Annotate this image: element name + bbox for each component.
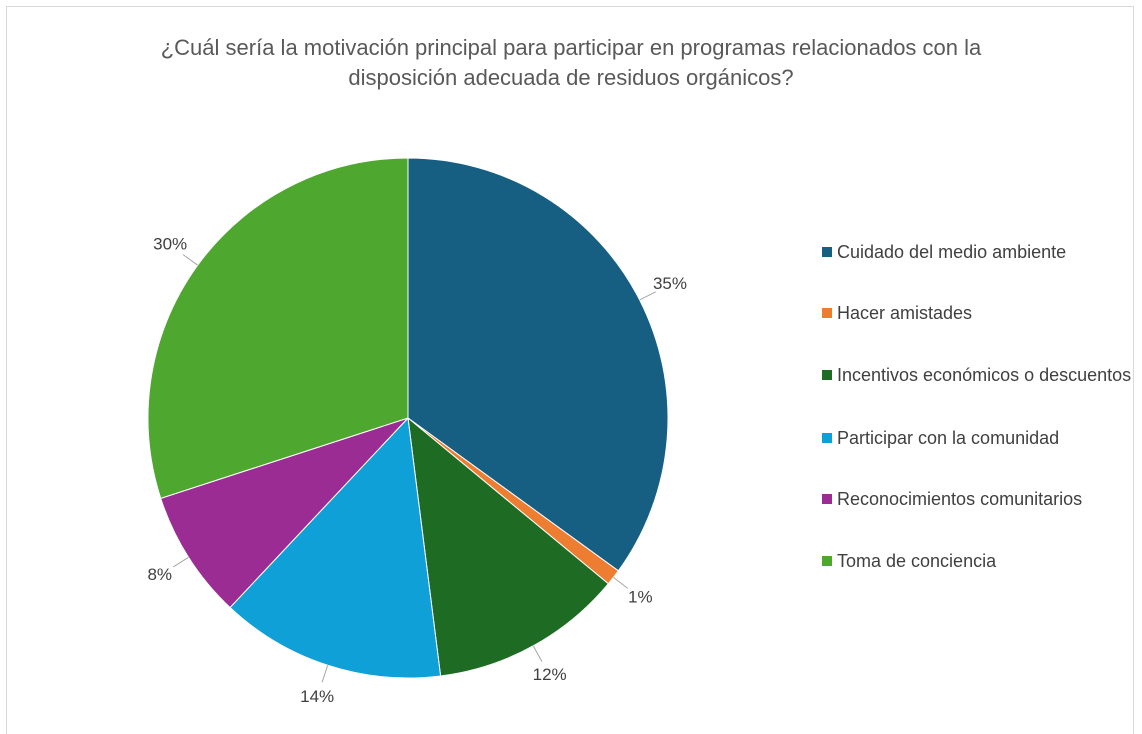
legend-item: Incentivos económicos o descuentos (822, 364, 1132, 386)
data-label: 12% (533, 665, 567, 684)
legend-swatch (822, 308, 832, 318)
chart-title: ¿Cuál sería la motivación principal para… (160, 35, 982, 90)
legend-swatch (822, 494, 832, 504)
legend-label: Participar con la comunidad (837, 428, 1060, 448)
legend-item: Hacer amistades (822, 302, 1132, 324)
legend-label: Incentivos económicos o descuentos (837, 365, 1132, 385)
data-label: 8% (147, 565, 172, 584)
legend-swatch (822, 433, 832, 443)
data-label: 1% (628, 588, 653, 607)
leader-line (173, 556, 189, 568)
leader-line (321, 665, 329, 683)
data-label: 30% (153, 235, 187, 254)
pie-slice (147, 157, 409, 499)
legend-item: Toma de conciencia (822, 550, 1132, 572)
legend-label: Reconocimientos comunitarios (837, 489, 1083, 509)
legend-label: Cuidado del medio ambiente (837, 242, 1067, 262)
data-label: 35% (653, 274, 687, 293)
legend-label: Toma de conciencia (837, 551, 997, 571)
legend-item: Cuidado del medio ambiente (822, 241, 1132, 263)
leader-line (532, 645, 543, 662)
legend-label: Hacer amistades (837, 303, 973, 323)
leader-line (639, 291, 656, 301)
legend-item: Reconocimientos comunitarios (822, 488, 1132, 510)
chart-frame (6, 6, 1134, 734)
data-label: 14% (300, 687, 334, 706)
leader-line (182, 254, 198, 266)
legend-swatch (822, 556, 832, 566)
leader-line (613, 576, 628, 589)
pie-slice (407, 157, 669, 572)
pie-slice (407, 416, 610, 677)
legend-item: Participar con la comunidad (822, 427, 1132, 449)
legend-swatch (822, 247, 832, 257)
legend-swatch (822, 370, 832, 380)
